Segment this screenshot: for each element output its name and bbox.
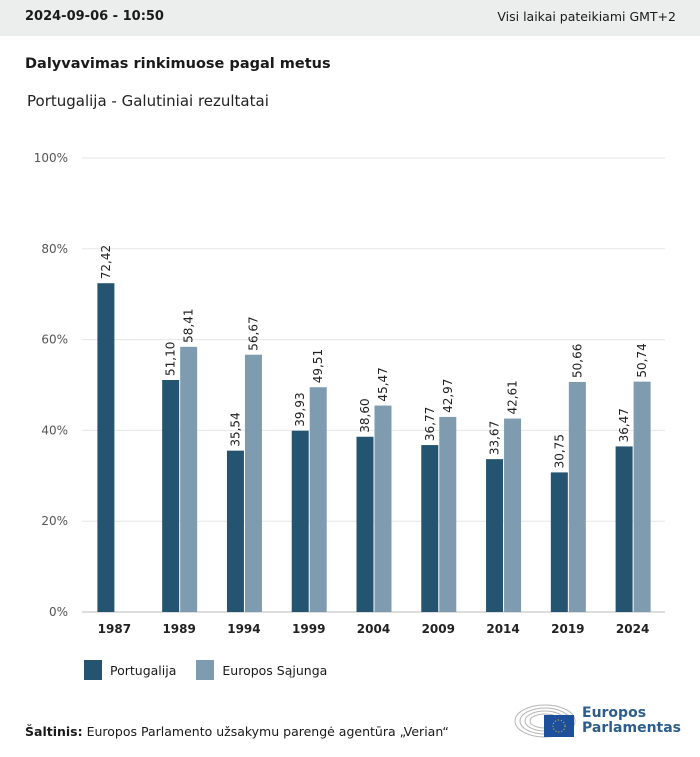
x-tick-label: 1994 bbox=[227, 622, 260, 636]
data-label: 33,67 bbox=[488, 421, 502, 455]
source-text: Europos Parlamento užsakymu parengė agen… bbox=[86, 724, 449, 739]
y-tick-label: 40% bbox=[41, 423, 68, 437]
data-label: 42,61 bbox=[506, 380, 520, 414]
data-label: 50,74 bbox=[635, 343, 649, 377]
data-label: 50,66 bbox=[570, 344, 584, 378]
bar-eu bbox=[244, 354, 262, 612]
bar-portugal bbox=[356, 436, 374, 612]
x-tick-label: 2014 bbox=[486, 622, 519, 636]
timestamp: 2024-09-06 - 10:50 bbox=[25, 9, 164, 24]
y-tick-label: 80% bbox=[41, 242, 68, 256]
y-tick-label: 20% bbox=[41, 514, 68, 528]
timezone-note: Visi laikai pateikiami GMT+2 bbox=[497, 9, 676, 24]
y-tick-label: 60% bbox=[41, 333, 68, 347]
ep-logo: Europos Parlamentas bbox=[514, 703, 681, 739]
bar-portugal bbox=[550, 472, 568, 612]
bar-eu bbox=[374, 405, 392, 612]
hemicycle-flag-icon bbox=[514, 704, 576, 738]
bar-portugal bbox=[162, 380, 180, 612]
y-tick-label: 0% bbox=[49, 605, 68, 619]
source-label: Šaltinis: bbox=[25, 724, 83, 739]
logo-line2: Parlamentas bbox=[582, 720, 682, 736]
x-tick-label: 2009 bbox=[422, 622, 455, 636]
bar-eu bbox=[180, 346, 198, 612]
bar-eu bbox=[439, 416, 457, 612]
bar-portugal bbox=[291, 430, 309, 612]
header-bar: 2024-09-06 - 10:50 Visi laikai pateikiam… bbox=[0, 0, 700, 36]
x-tick-label: 1989 bbox=[162, 622, 195, 636]
data-label: 36,47 bbox=[617, 408, 631, 442]
y-tick-label: 100% bbox=[34, 151, 68, 165]
legend-swatch-portugal bbox=[84, 660, 102, 680]
bar-eu bbox=[633, 381, 651, 612]
bar-portugal bbox=[226, 450, 244, 612]
bar-eu bbox=[504, 418, 522, 612]
bar-eu bbox=[568, 382, 586, 612]
data-label: 42,97 bbox=[441, 379, 455, 413]
x-tick-label: 2004 bbox=[357, 622, 390, 636]
data-label: 49,51 bbox=[311, 349, 325, 383]
bar-chart: 0% 20% 40% 60% 80% 100% 1987 72,42 1989 51,10 58,4… bbox=[34, 151, 665, 636]
legend-label-eu: Europos Sąjunga bbox=[222, 662, 328, 678]
data-label: 51,10 bbox=[164, 342, 178, 376]
data-label: 38,60 bbox=[358, 398, 372, 432]
data-label: 39,93 bbox=[293, 392, 307, 426]
data-label: 45,47 bbox=[376, 367, 390, 401]
x-tick-label: 2024 bbox=[616, 622, 649, 636]
logo-line1: Europos bbox=[582, 705, 647, 721]
data-label: 58,41 bbox=[182, 308, 196, 342]
x-tick-label: 1987 bbox=[98, 622, 131, 636]
data-label: 30,75 bbox=[552, 434, 566, 468]
bar-portugal bbox=[421, 445, 439, 612]
x-tick-label: 2019 bbox=[551, 622, 584, 636]
bar-eu bbox=[309, 387, 327, 612]
chart-title: Dalyvavimas rinkimuose pagal metus bbox=[25, 56, 331, 72]
x-tick-label: 1999 bbox=[292, 622, 325, 636]
data-label: 36,77 bbox=[423, 407, 437, 441]
bar-portugal bbox=[615, 446, 633, 612]
chart-subtitle: Portugalija - Galutiniai rezultatai bbox=[27, 92, 269, 110]
legend-label-portugal: Portugalija bbox=[110, 662, 177, 678]
bar-portugal bbox=[486, 459, 504, 612]
data-label: 72,42 bbox=[99, 245, 113, 279]
source-note: Šaltinis: Europos Parlamento užsakymu pa… bbox=[25, 724, 449, 739]
legend-swatch-eu bbox=[196, 660, 215, 680]
bar-portugal bbox=[97, 283, 115, 612]
legend: Portugalija Europos Sąjunga bbox=[84, 660, 327, 680]
data-label: 56,67 bbox=[246, 316, 260, 350]
data-label: 35,54 bbox=[228, 412, 242, 446]
